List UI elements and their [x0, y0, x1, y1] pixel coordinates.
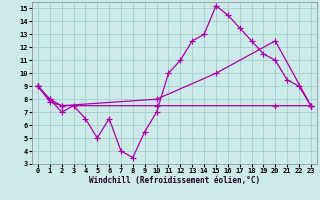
X-axis label: Windchill (Refroidissement éolien,°C): Windchill (Refroidissement éolien,°C): [89, 176, 260, 185]
